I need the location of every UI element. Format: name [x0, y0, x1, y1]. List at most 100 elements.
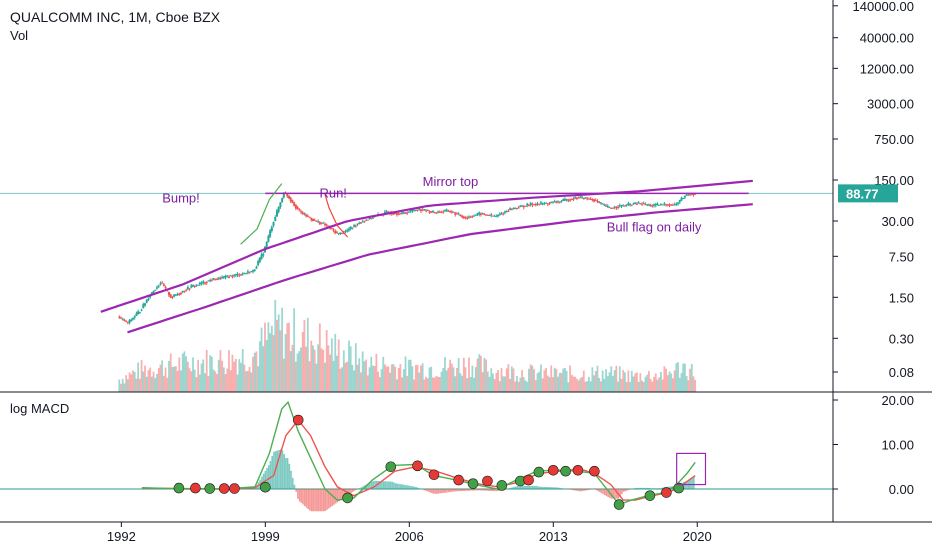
- volume-bar: [233, 361, 236, 392]
- volume-bar: [570, 374, 573, 392]
- cross-marker: [523, 474, 534, 486]
- volume-bar: [154, 378, 157, 392]
- candle-body: [641, 203, 644, 205]
- macd-pane[interactable]: [0, 400, 833, 512]
- candle-body: [473, 215, 476, 217]
- volume-bar: [216, 373, 218, 392]
- volume-bar: [185, 356, 188, 392]
- candle-body: [620, 205, 623, 207]
- candle-body: [347, 229, 350, 231]
- volume-bar: [464, 367, 467, 392]
- candle-body: [495, 216, 498, 218]
- price-pane[interactable]: Bump! Run! Mirror top Bull flag on daily: [0, 174, 833, 392]
- macd-histogram-bar: [547, 487, 549, 489]
- candle-body: [306, 215, 309, 217]
- macd-histogram-bar: [537, 486, 539, 489]
- candle-body: [401, 212, 404, 214]
- volume-bar: [137, 362, 140, 392]
- candle-body: [599, 202, 602, 204]
- volume-bar: [356, 364, 359, 392]
- candle-body: [675, 203, 678, 206]
- volume-bar: [380, 369, 383, 392]
- cross-marker: [572, 465, 584, 476]
- macd-histogram-bar: [401, 484, 404, 489]
- volume-bar: [180, 370, 182, 392]
- macd-histogram-bar: [276, 450, 279, 489]
- macd-label: log MACD: [10, 401, 69, 416]
- candle-body: [630, 204, 633, 206]
- macd-histogram-bar: [550, 487, 553, 489]
- candle-body: [260, 254, 263, 259]
- macd-histogram-bar: [519, 485, 522, 489]
- volume-bar: [615, 365, 618, 392]
- volume-bar: [325, 330, 328, 392]
- volume-bar: [534, 380, 537, 392]
- candle-body: [474, 214, 477, 216]
- candle-body: [272, 222, 275, 226]
- volume-bar: [174, 366, 177, 392]
- candle-body: [219, 278, 222, 280]
- volume-bar: [289, 351, 292, 392]
- price-tick-label: 12000.00: [860, 61, 914, 76]
- macd-histogram-bar: [458, 489, 460, 492]
- channel-upper-line: [100, 179, 753, 313]
- candle-body: [241, 273, 244, 275]
- volume-bar: [373, 365, 376, 392]
- volume-bar: [450, 363, 453, 392]
- volume-bar: [447, 367, 450, 392]
- candle-body: [298, 209, 301, 211]
- macd-histogram-bar: [586, 489, 589, 491]
- candle-body: [407, 211, 410, 213]
- candle-body: [291, 199, 294, 203]
- candle-body: [144, 303, 147, 306]
- volume-bar: [411, 366, 414, 392]
- macd-histogram-bar: [473, 489, 476, 491]
- volume-bar: [132, 370, 134, 392]
- volume-bar: [123, 383, 126, 392]
- macd-histogram-bar: [310, 489, 313, 512]
- macd-histogram-bar: [643, 487, 645, 489]
- volume-bar: [438, 377, 441, 392]
- candle-body: [299, 211, 302, 213]
- macd-histogram-bar: [434, 489, 436, 494]
- macd-histogram-bar: [430, 489, 433, 493]
- volume-bar: [680, 372, 683, 392]
- candle-body: [161, 282, 164, 284]
- macd-histogram-bar: [682, 482, 685, 489]
- macd-histogram-bar: [535, 485, 537, 489]
- candle-body: [371, 217, 374, 219]
- macd-histogram-bar: [250, 488, 253, 489]
- candle-body: [689, 194, 692, 196]
- time-tick-label: 2006: [395, 529, 424, 544]
- candle-body: [207, 280, 210, 282]
- volume-bar: [462, 357, 465, 392]
- macd-histogram-bar: [489, 489, 491, 491]
- volume-bar: [536, 373, 539, 392]
- macd-histogram-bar: [573, 489, 575, 491]
- macd-histogram-bar: [615, 489, 618, 499]
- volume-bar: [562, 368, 565, 392]
- volume-bar: [418, 372, 421, 392]
- volume-bar: [238, 359, 241, 392]
- candle-body: [128, 319, 131, 323]
- volume-bar: [548, 377, 551, 392]
- volume-bar: [509, 378, 511, 392]
- candle-body: [562, 199, 565, 201]
- volume-bar: [673, 370, 676, 392]
- candle-body: [332, 229, 335, 231]
- macd-histogram-bar: [297, 489, 299, 499]
- candle-body: [673, 204, 676, 206]
- macd-histogram-bar: [288, 463, 291, 489]
- volume-bar: [510, 366, 513, 392]
- candle-body: [634, 202, 637, 205]
- volume-bar: [546, 375, 549, 392]
- candle-body: [226, 276, 229, 278]
- macd-histogram-bar: [497, 489, 500, 492]
- price-tick-label: 1.50: [889, 290, 914, 305]
- macd-histogram-bar: [627, 489, 630, 490]
- volume-bar: [152, 371, 155, 392]
- volume-bar: [677, 362, 679, 392]
- candle-body: [243, 273, 246, 275]
